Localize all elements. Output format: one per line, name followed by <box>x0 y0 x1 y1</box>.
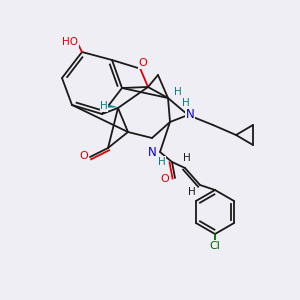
Text: H: H <box>183 153 191 163</box>
Text: H: H <box>182 98 190 108</box>
Text: H: H <box>158 157 166 167</box>
Text: Cl: Cl <box>210 241 220 251</box>
Text: H: H <box>174 87 182 97</box>
Text: H: H <box>100 101 108 111</box>
Text: N: N <box>148 146 156 158</box>
Text: O: O <box>80 151 88 161</box>
Text: HO: HO <box>62 37 78 47</box>
Text: O: O <box>160 174 169 184</box>
Text: N: N <box>186 109 194 122</box>
Text: O: O <box>139 58 147 68</box>
Text: H: H <box>188 187 196 197</box>
